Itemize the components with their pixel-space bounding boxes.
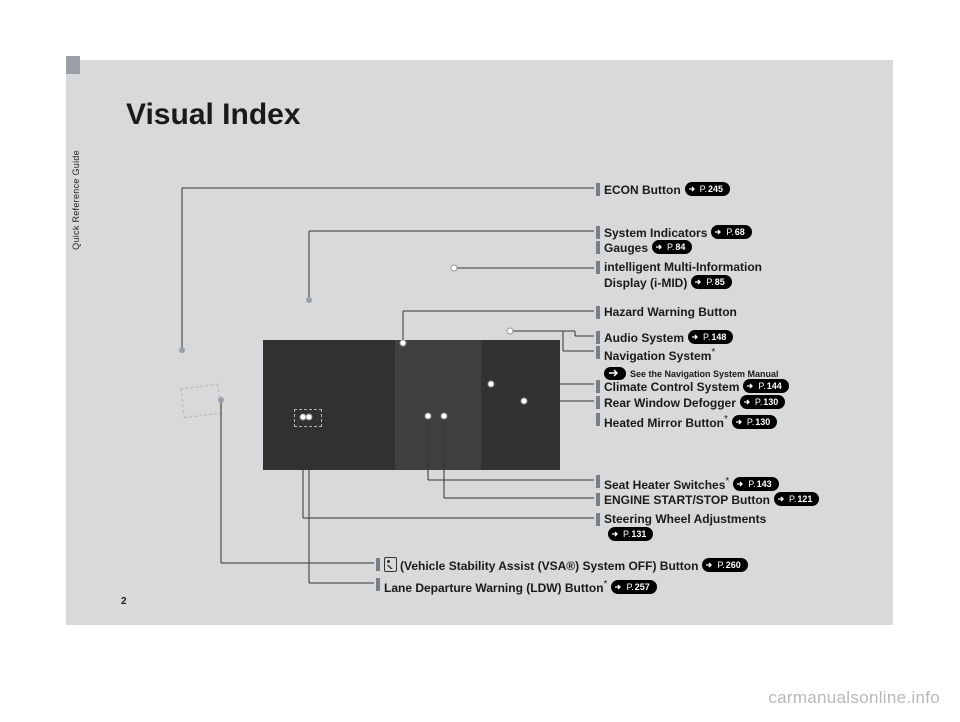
page-background: Quick Reference Guide Visual Index 2 [66,60,893,625]
page-number: 2 [121,596,127,607]
page-title: Visual Index [126,98,301,132]
side-section-label: Quick Reference Guide [71,150,81,250]
watermark: carmanualsonline.info [768,688,940,708]
side-tab [66,56,80,74]
